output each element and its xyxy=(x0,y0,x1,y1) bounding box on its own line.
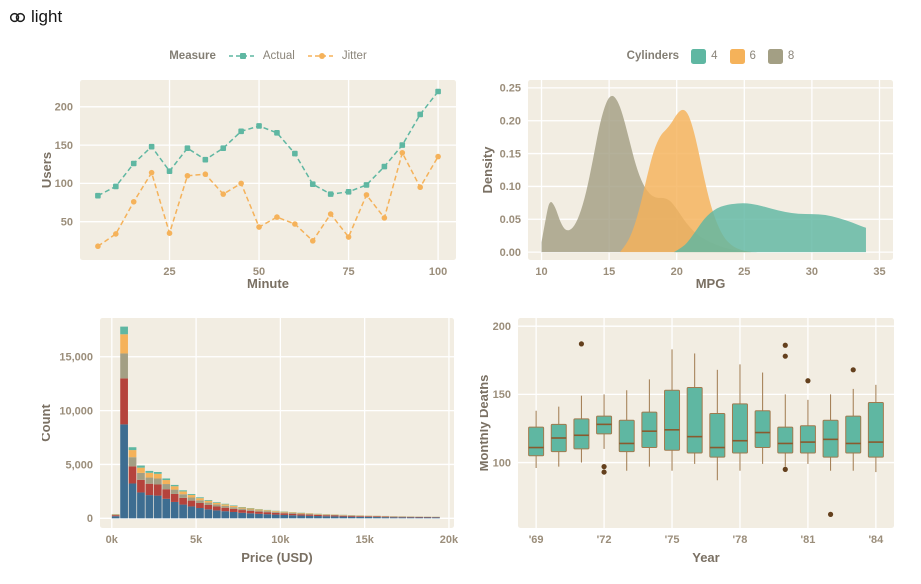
legend-item-8: 8 xyxy=(767,48,795,64)
svg-text:15k: 15k xyxy=(355,534,374,546)
link-rings-icon xyxy=(9,12,26,22)
svg-text:MPG: MPG xyxy=(696,276,726,291)
svg-text:5k: 5k xyxy=(190,534,203,546)
svg-text:'69: '69 xyxy=(529,534,544,546)
color-swatch-icon xyxy=(691,48,707,64)
svg-text:10,000: 10,000 xyxy=(59,405,93,417)
svg-text:75: 75 xyxy=(342,266,354,278)
boxplot-chart-plot: '69 '72 '75 '78 '81 '84 100 150 200 Year Monthly D… xyxy=(480,318,894,565)
histogram-chart: 0k 5k 10k 15k 20k 0 5,000 10,000 15,000 Price (US… xyxy=(42,306,466,574)
svg-text:0.15: 0.15 xyxy=(500,148,521,160)
svg-text:15: 15 xyxy=(603,266,615,278)
svg-text:10: 10 xyxy=(535,266,547,278)
square-marker-icon xyxy=(228,53,257,59)
legend-title: Cylinders xyxy=(626,50,680,62)
line-chart: Measure Actual Jitter 25 50 75 100 50 100 150 200… xyxy=(42,44,466,300)
svg-text:100: 100 xyxy=(493,457,511,469)
svg-text:100: 100 xyxy=(429,266,447,278)
svg-text:'81: '81 xyxy=(800,534,815,546)
svg-text:30: 30 xyxy=(806,266,818,278)
svg-text:150: 150 xyxy=(493,389,511,401)
svg-text:'78: '78 xyxy=(733,534,748,546)
svg-text:50: 50 xyxy=(253,266,265,278)
legend-item-6: 6 xyxy=(729,48,756,64)
legend-item-4: 4 xyxy=(691,48,718,64)
svg-text:Users: Users xyxy=(42,152,54,188)
svg-text:Price (USD): Price (USD) xyxy=(241,550,313,565)
svg-text:200: 200 xyxy=(493,321,511,333)
svg-text:150: 150 xyxy=(55,140,73,152)
svg-text:0.05: 0.05 xyxy=(500,214,521,226)
legend-label: 8 xyxy=(787,50,795,62)
color-swatch-icon xyxy=(767,48,783,64)
svg-text:0: 0 xyxy=(87,513,93,525)
theme-name: light xyxy=(31,7,63,26)
svg-text:15,000: 15,000 xyxy=(59,352,93,364)
histogram-chart-plot: 0k 5k 10k 15k 20k 0 5,000 10,000 15,000 Price (US… xyxy=(42,318,459,565)
legend-label: 6 xyxy=(749,50,756,62)
svg-text:'72: '72 xyxy=(597,534,612,546)
svg-text:0.25: 0.25 xyxy=(500,83,521,95)
legend-item-jitter: Jitter xyxy=(307,50,367,62)
svg-text:Monthly Deaths: Monthly Deaths xyxy=(480,375,491,472)
circle-marker-icon xyxy=(307,53,336,59)
legend-item-actual: Actual xyxy=(228,50,295,62)
legend-label: Jitter xyxy=(341,50,367,62)
svg-text:'75: '75 xyxy=(665,534,680,546)
svg-text:200: 200 xyxy=(55,102,73,114)
density-chart: Cylinders 4 6 8 10 15 20 25 30 35 0.00 0.05 0.10 0.1… xyxy=(482,44,902,300)
svg-text:5,000: 5,000 xyxy=(65,459,93,471)
legend-label: Actual xyxy=(262,50,295,62)
svg-text:0k: 0k xyxy=(106,534,119,546)
color-swatch-icon xyxy=(729,48,745,64)
legend-label: 4 xyxy=(711,50,718,62)
svg-text:35: 35 xyxy=(873,266,885,278)
svg-text:Minute: Minute xyxy=(247,276,289,291)
theme-header-anchor[interactable]: light xyxy=(9,7,62,27)
svg-text:25: 25 xyxy=(163,266,175,278)
svg-text:100: 100 xyxy=(55,178,73,190)
svg-text:20k: 20k xyxy=(440,534,459,546)
svg-text:Count: Count xyxy=(42,404,53,442)
density-chart-plot: 10 15 20 25 30 35 0.00 0.05 0.10 0.15 0.20 0.25 MPG D… xyxy=(482,80,893,291)
svg-text:Density: Density xyxy=(482,146,495,194)
svg-text:10k: 10k xyxy=(271,534,290,546)
svg-text:0.00: 0.00 xyxy=(500,247,521,259)
line-chart-plot: 25 50 75 100 50 100 150 200 Minute Users xyxy=(42,80,456,291)
svg-text:0.20: 0.20 xyxy=(500,116,521,128)
svg-text:'84: '84 xyxy=(868,534,884,546)
svg-text:50: 50 xyxy=(61,217,73,229)
boxplot-chart: '69 '72 '75 '78 '81 '84 100 150 200 Year Monthly D… xyxy=(480,306,904,574)
legend-title: Measure xyxy=(169,50,216,62)
svg-text:20: 20 xyxy=(671,266,683,278)
line-chart-legend: Measure Actual Jitter xyxy=(42,44,466,68)
density-chart-legend: Cylinders 4 6 8 xyxy=(482,44,902,68)
svg-text:Year: Year xyxy=(692,550,719,565)
svg-text:25: 25 xyxy=(738,266,750,278)
svg-text:0.10: 0.10 xyxy=(500,181,521,193)
